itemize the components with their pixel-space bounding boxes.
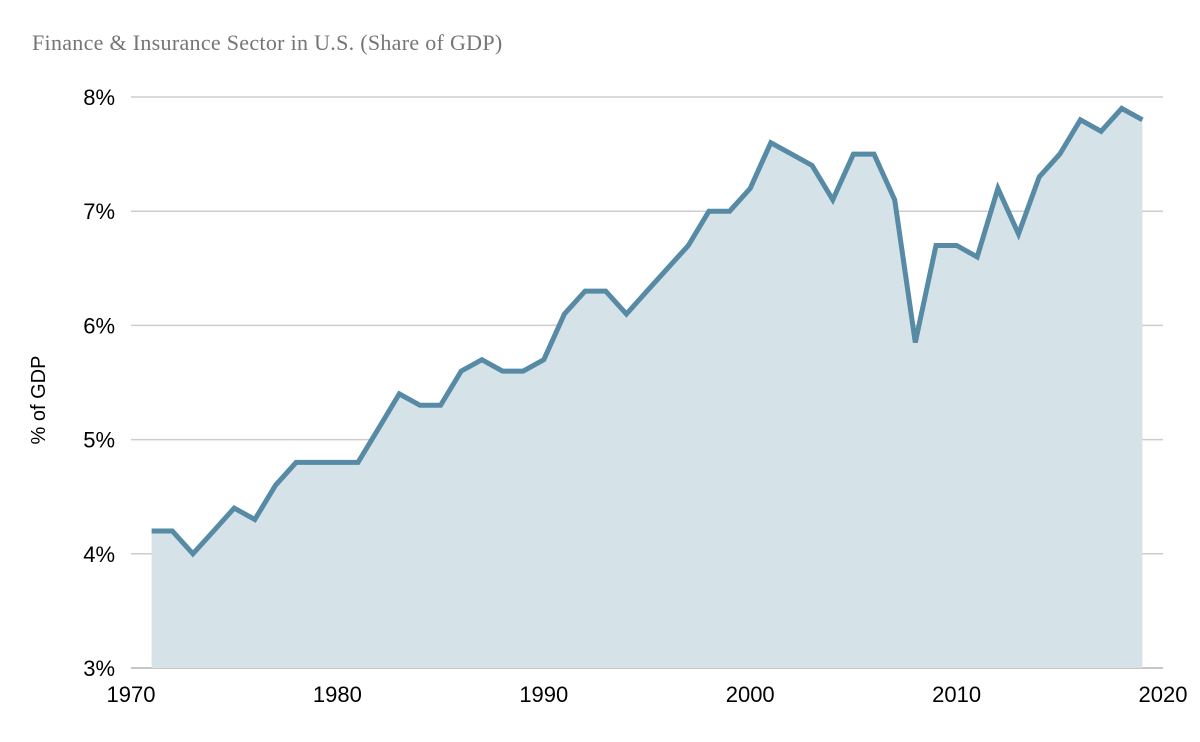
x-tick-label: 2010 — [932, 682, 981, 707]
y-tick-label: 7% — [83, 199, 115, 224]
x-tick-label: 2000 — [726, 682, 775, 707]
area-fill — [151, 108, 1143, 668]
x-tick-label: 2020 — [1139, 682, 1188, 707]
data-line — [151, 105, 1144, 558]
chart-title: Finance & Insurance Sector in U.S. (Shar… — [32, 30, 503, 55]
y-axis-title: % of GDP — [28, 356, 50, 445]
x-tick-label: 1990 — [519, 682, 568, 707]
y-tick-label: 3% — [83, 656, 115, 681]
y-tick-label: 6% — [83, 313, 115, 338]
y-tick-label: 5% — [83, 428, 115, 453]
y-tick-label: 4% — [83, 542, 115, 567]
x-tick-label: 1980 — [313, 682, 362, 707]
x-axis-tick-labels: 1970 1980 1990 2000 2010 2020 — [107, 682, 1188, 707]
y-tick-label: 8% — [83, 85, 115, 110]
x-tick-label: 1970 — [107, 682, 156, 707]
y-axis-tick-labels: 8% 7% 6% 5% 4% 3% — [83, 85, 115, 681]
